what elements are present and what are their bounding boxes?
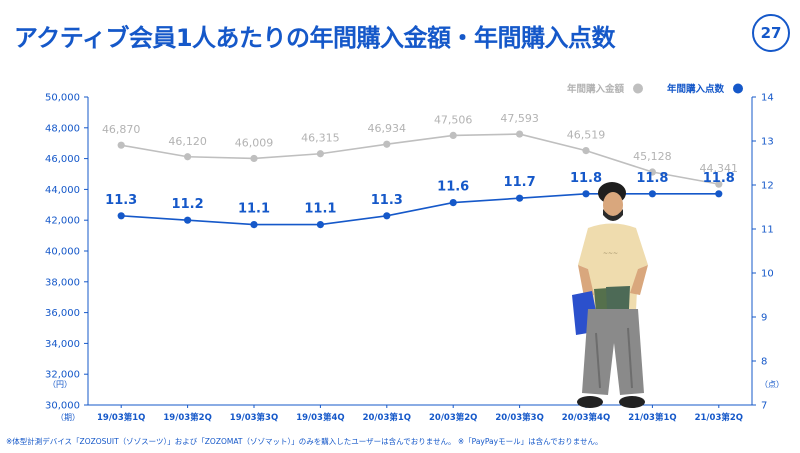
x-axis-label: （期） [56, 413, 80, 422]
x-tick-label: 20/03第2Q [429, 412, 477, 423]
y-right-tick-label: 10 [761, 269, 774, 280]
data-point-items [715, 190, 723, 198]
data-label-amount: 47,593 [500, 112, 539, 125]
data-label-items: 11.8 [636, 171, 668, 186]
series-line-amount [121, 133, 719, 185]
data-label-items: 11.3 [105, 193, 137, 208]
data-label-items: 11.6 [437, 180, 469, 195]
data-label-items: 11.2 [172, 197, 204, 212]
series-line-items [121, 193, 719, 226]
data-point-amount [582, 147, 590, 155]
y-left-tick-label: 44,000 [45, 185, 80, 196]
data-point-amount [648, 168, 657, 176]
data-label-items: 11.7 [504, 175, 536, 190]
x-tick-label: 19/03第1Q [97, 412, 145, 423]
data-point-amount [184, 153, 192, 161]
y-left-tick-label: 48,000 [45, 123, 80, 134]
y-right-tick-label: 9 [761, 313, 767, 324]
y-right-tick-label: 11 [761, 225, 774, 236]
data-label-amount: 45,128 [633, 150, 672, 163]
data-point-items [582, 190, 590, 198]
x-tick-label: 19/03第3Q [230, 412, 278, 423]
data-point-items [648, 190, 657, 198]
y-right-tick-label: 7 [761, 401, 767, 412]
data-label-items: 11.8 [570, 171, 602, 186]
data-label-amount: 46,870 [102, 123, 141, 136]
data-point-items [184, 216, 192, 224]
data-point-amount [250, 154, 258, 163]
footnote: ※体型計測デバイス「ZOZOSUIT（ゾゾスーツ）」および「ZOZOMAT（ゾゾ… [6, 437, 603, 446]
x-tick-label: 21/03第2Q [695, 412, 743, 423]
y-right-tick-label: 14 [761, 93, 774, 104]
y-left-unit: （円） [48, 380, 72, 389]
data-point-amount [117, 141, 125, 149]
data-point-amount [715, 180, 723, 188]
shopper-illustration: ~~~ [572, 182, 648, 408]
data-point-items [250, 221, 258, 229]
y-left-tick-label: 30,000 [45, 401, 80, 412]
x-tick-label: 20/03第3Q [495, 412, 543, 423]
svg-text:~~~: ~~~ [603, 250, 618, 257]
y-right-tick-label: 13 [761, 137, 774, 148]
y-left-tick-label: 42,000 [45, 216, 80, 227]
x-tick-label: 21/03第1Q [628, 412, 676, 423]
y-left-tick-label: 40,000 [45, 247, 80, 258]
data-label-amount: 47,506 [434, 113, 473, 126]
data-point-amount [449, 131, 457, 140]
x-tick-label: 19/03第2Q [163, 412, 211, 423]
page-title: アクティブ会員1人あたりの年間購入金額・年間購入点数 [14, 24, 616, 52]
y-left-tick-label: 32,000 [45, 370, 80, 381]
data-point-amount [383, 140, 391, 148]
data-point-items [117, 212, 125, 220]
y-left-tick-label: 46,000 [45, 154, 80, 165]
data-point-items [449, 199, 457, 207]
y-right-unit: （点） [760, 380, 784, 389]
y-left-tick-label: 34,000 [45, 339, 80, 350]
data-point-amount [316, 150, 324, 158]
data-point-amount [516, 130, 524, 138]
legend-marker-items [733, 83, 743, 94]
y-left-tick-label: 38,000 [45, 277, 80, 288]
x-tick-label: 19/03第4Q [296, 412, 344, 423]
legend-label-amount: 年間購入金額 [567, 83, 625, 95]
data-label-amount: 46,519 [567, 129, 606, 142]
data-label-items: 11.1 [238, 202, 270, 217]
x-tick-label: 20/03第1Q [363, 412, 411, 423]
y-right-tick-label: 12 [761, 181, 774, 192]
data-label-amount: 46,934 [368, 122, 407, 135]
data-point-items [516, 194, 524, 202]
data-label-items: 11.3 [371, 193, 403, 208]
data-point-items [383, 212, 391, 220]
data-label-items: 11.1 [304, 202, 336, 217]
x-tick-label: 20/03第4Q [562, 412, 610, 423]
data-label-amount: 44,341 [700, 162, 739, 175]
data-label-items: 11.8 [703, 171, 735, 186]
y-left-tick-label: 50,000 [45, 93, 80, 104]
data-label-amount: 46,120 [168, 135, 207, 148]
data-label-amount: 46,009 [235, 136, 274, 149]
data-label-amount: 46,315 [301, 132, 340, 145]
data-point-items [316, 221, 324, 229]
legend-label-items: 年間購入点数 [667, 83, 725, 95]
legend-marker-amount [633, 83, 643, 94]
y-left-tick-label: 36,000 [45, 308, 80, 319]
y-right-tick-label: 8 [761, 357, 767, 368]
page-number-badge: 27 [752, 14, 790, 52]
